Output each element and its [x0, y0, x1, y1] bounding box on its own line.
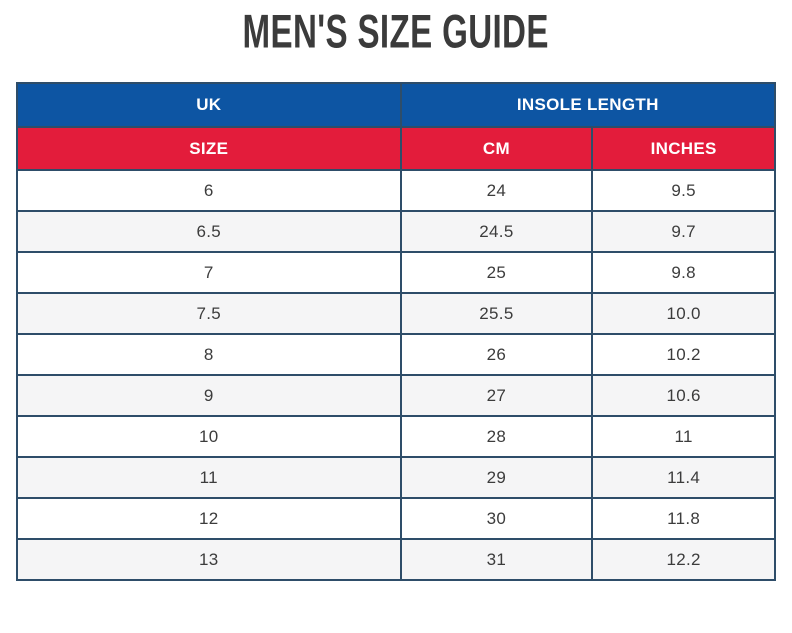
cm-cell: 25.5 — [399, 292, 594, 335]
size-cell: 6 — [16, 169, 402, 212]
size-cell: 13 — [16, 538, 402, 581]
inches-cell: 10.2 — [591, 333, 776, 376]
inches-cell: 9.5 — [591, 169, 776, 212]
size-cell: 7.5 — [16, 292, 402, 335]
table-row: 7.5 25.5 10.0 — [16, 292, 776, 335]
inches-cell: 9.7 — [591, 210, 776, 253]
table-row: 13 31 12.2 — [16, 538, 776, 581]
group-header-row: UK INSOLE LENGTH — [16, 82, 777, 128]
cm-cell: 31 — [399, 538, 594, 581]
table-row: 11 29 11.4 — [16, 456, 776, 499]
column-header-cm: CM — [399, 126, 594, 171]
size-cell: 10 — [16, 415, 402, 458]
group-header-insole-length: INSOLE LENGTH — [399, 82, 777, 128]
table-row: 8 26 10.2 — [16, 333, 776, 376]
table-body: 6 24 9.5 6.5 24.5 9.7 7 25 9.8 7.5 25.5 10.0 8 26 10.2… — [16, 169, 776, 581]
column-header-size: SIZE — [16, 126, 402, 171]
cm-cell: 24 — [399, 169, 594, 212]
table-row: 6 24 9.5 — [16, 169, 776, 212]
inches-cell: 11.4 — [591, 456, 776, 499]
cm-cell: 30 — [399, 497, 594, 540]
table-row: 6.5 24.5 9.7 — [16, 210, 776, 253]
column-header-row: SIZE CM INCHES — [16, 126, 776, 171]
page-title-text: MEN'S SIZE GUIDE — [242, 4, 550, 58]
size-cell: 8 — [16, 333, 402, 376]
inches-cell: 10.0 — [591, 292, 776, 335]
page-title: MEN'S SIZE GUIDE — [0, 0, 792, 58]
inches-cell: 11 — [591, 415, 776, 458]
cm-cell: 29 — [399, 456, 594, 499]
inches-cell: 9.8 — [591, 251, 776, 294]
cm-cell: 28 — [399, 415, 594, 458]
size-cell: 9 — [16, 374, 402, 417]
size-cell: 12 — [16, 497, 402, 540]
size-cell: 7 — [16, 251, 402, 294]
cm-cell: 25 — [399, 251, 594, 294]
inches-cell: 11.8 — [591, 497, 776, 540]
table-row: 9 27 10.6 — [16, 374, 776, 417]
table-row: 7 25 9.8 — [16, 251, 776, 294]
inches-cell: 10.6 — [591, 374, 776, 417]
size-guide-table: UK INSOLE LENGTH SIZE CM INCHES 6 24 9.5 6.… — [16, 82, 777, 581]
size-cell: 11 — [16, 456, 402, 499]
inches-cell: 12.2 — [591, 538, 776, 581]
cm-cell: 27 — [399, 374, 594, 417]
table-row: 12 30 11.8 — [16, 497, 776, 540]
cm-cell: 24.5 — [399, 210, 594, 253]
group-header-uk: UK — [16, 82, 402, 128]
column-header-inches: INCHES — [591, 126, 776, 171]
size-cell: 6.5 — [16, 210, 402, 253]
cm-cell: 26 — [399, 333, 594, 376]
table-row: 10 28 11 — [16, 415, 776, 458]
